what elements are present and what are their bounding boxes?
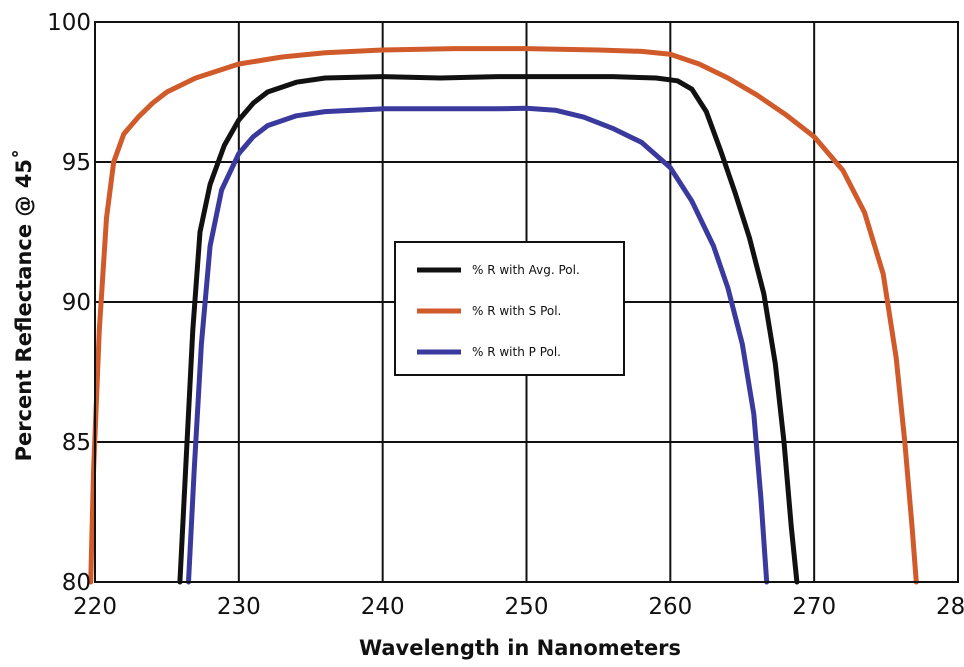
legend-label-2: % R with S Pol. [472,304,561,318]
y-axis-title: Percent Reflectance @ 45˚ [12,149,36,462]
series-line-1 [177,74,800,585]
x-tick-label: 220 [73,594,117,620]
y-tick-label: 95 [62,150,91,176]
plot-frame [94,21,959,583]
y-tick-label: 85 [62,430,91,456]
tick-labels: 220 230 240 250 260 270 280 80 85 90 95 100 [47,10,964,620]
legend-label-3: % R with P Pol. [472,345,561,359]
x-tick-label: 280 [936,594,964,620]
legend-label-1: % R with Avg. Pol. [472,263,580,277]
series-group [88,46,919,585]
x-tick-label: 230 [217,594,261,620]
x-axis-title: Wavelength in Nanometers [359,636,681,660]
x-tick-label: 250 [505,594,549,620]
series-line-2 [88,46,919,585]
y-tick-label: 90 [62,290,91,316]
x-tick-label: 270 [792,594,836,620]
x-tick-label: 240 [361,594,405,620]
legend: % R with Avg. Pol. % R with S Pol. % R wit… [394,241,625,376]
y-tick-label: 80 [62,570,91,596]
x-tick-label: 260 [648,594,692,620]
series-line-3 [186,105,770,585]
y-tick-label: 100 [47,10,91,36]
